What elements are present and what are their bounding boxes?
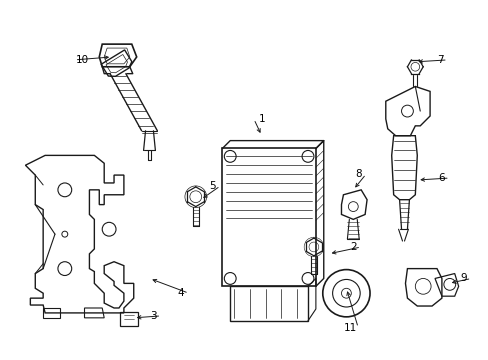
Text: 4: 4 [177,288,184,298]
Text: 3: 3 [150,311,157,321]
Text: 11: 11 [343,323,356,333]
Text: 6: 6 [438,173,444,183]
Text: 9: 9 [459,274,466,283]
Text: 8: 8 [354,169,361,179]
Text: 5: 5 [209,181,215,191]
Text: 7: 7 [436,55,442,65]
Text: 1: 1 [258,114,264,124]
Text: 2: 2 [349,242,356,252]
Text: 10: 10 [76,55,89,65]
